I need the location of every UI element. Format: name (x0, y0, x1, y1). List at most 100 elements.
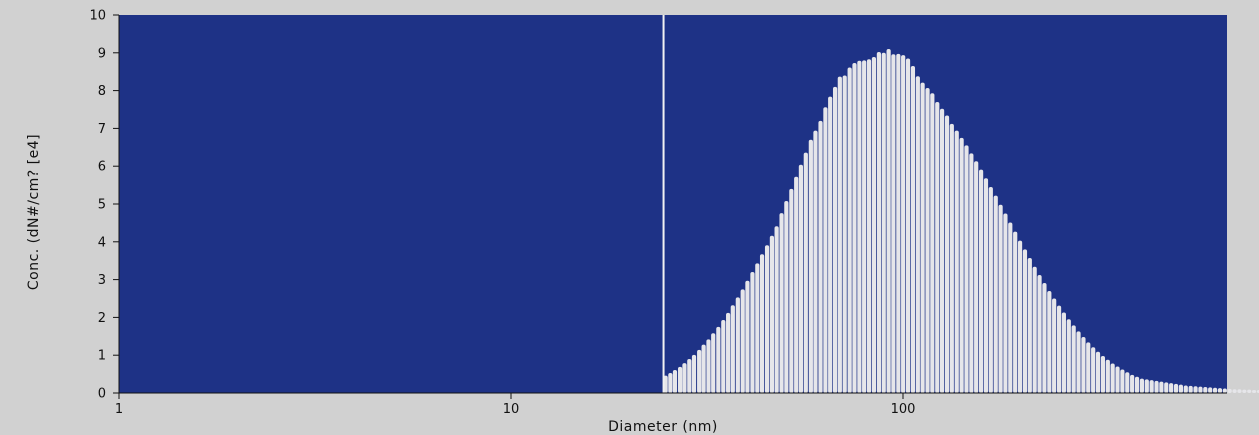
bar (993, 195, 998, 393)
bar (1242, 389, 1247, 393)
bar (823, 107, 828, 393)
bar (803, 152, 808, 393)
bar (1056, 305, 1062, 393)
bar (1066, 319, 1071, 393)
bar (930, 93, 935, 393)
bar (871, 56, 877, 394)
bar (735, 297, 740, 393)
bar (1217, 388, 1223, 393)
bar (939, 108, 945, 394)
bar (769, 235, 775, 393)
bar (784, 200, 789, 393)
bar (779, 213, 784, 393)
y-tick-label: 10 (89, 9, 106, 24)
bar (828, 96, 833, 394)
bar (1247, 389, 1252, 393)
y-tick-label: 4 (98, 235, 106, 250)
bar (1208, 387, 1213, 393)
bar (1032, 266, 1037, 393)
bar (1071, 325, 1076, 393)
bar (1188, 385, 1193, 393)
bar (672, 369, 678, 393)
bar (837, 76, 842, 394)
bar (1237, 389, 1242, 393)
y-tick-label: 3 (98, 273, 106, 288)
bar (1251, 389, 1257, 393)
bar (974, 161, 979, 393)
bar (1134, 376, 1140, 393)
bar (1222, 388, 1227, 393)
bar (964, 145, 969, 393)
y-tick-label: 6 (98, 160, 106, 175)
bar (1086, 342, 1091, 393)
bar (682, 363, 687, 393)
bar (1081, 337, 1086, 393)
bar (944, 115, 950, 394)
bar (1193, 386, 1198, 393)
bar (1017, 240, 1023, 393)
bar (711, 333, 716, 393)
bar (1183, 385, 1188, 393)
bar (740, 289, 745, 393)
x-tick-label: 1 (115, 402, 123, 417)
bar (789, 188, 794, 393)
bar (687, 358, 692, 393)
bar (721, 320, 726, 393)
bar (876, 52, 881, 393)
bar (1022, 249, 1028, 393)
bar (1139, 378, 1145, 393)
bar (1047, 290, 1052, 393)
bar (896, 53, 901, 394)
bar (1027, 258, 1032, 393)
bar (1149, 380, 1154, 393)
bar (716, 326, 721, 393)
bar (745, 280, 750, 393)
bar (886, 49, 891, 394)
bar (1144, 379, 1149, 393)
x-tick-label: 100 (891, 402, 916, 417)
bar (988, 186, 993, 393)
bar (794, 176, 799, 393)
bar (706, 339, 711, 393)
bar (1052, 298, 1057, 393)
bar (920, 82, 925, 393)
bar (1105, 359, 1110, 393)
bar (1003, 213, 1008, 393)
bar (1232, 389, 1237, 393)
bar (1061, 312, 1066, 393)
bar (818, 120, 823, 393)
bar (1159, 381, 1164, 393)
bar (1008, 222, 1013, 393)
bar (668, 372, 673, 393)
bar (1095, 351, 1101, 393)
bar (1227, 388, 1232, 393)
bar (832, 86, 838, 393)
bar (691, 354, 697, 393)
bar (862, 60, 867, 394)
y-tick-label: 2 (98, 311, 106, 326)
bar (1120, 369, 1125, 393)
bar (730, 305, 735, 393)
bar (813, 130, 818, 394)
bar (915, 76, 920, 394)
bar (1013, 231, 1018, 393)
bar (1076, 331, 1081, 393)
x-axis-title: Diameter (nm) (608, 419, 718, 435)
bar (1173, 383, 1179, 393)
bar (1164, 382, 1169, 393)
bar (857, 60, 862, 394)
y-tick-label: 7 (98, 122, 106, 137)
bar (954, 130, 959, 394)
bar (983, 178, 989, 393)
bar (905, 58, 911, 393)
bar (1091, 347, 1096, 393)
bar (901, 55, 906, 393)
bar (1042, 283, 1047, 393)
bar (881, 52, 886, 394)
bar (910, 66, 916, 393)
bar (1198, 386, 1203, 393)
bar (1100, 355, 1106, 393)
bar (764, 245, 770, 393)
